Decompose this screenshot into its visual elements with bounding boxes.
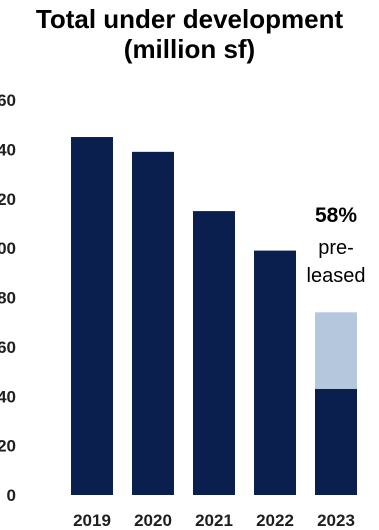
y-tick-label: 140 <box>0 140 16 159</box>
y-tick-label: 0 <box>7 486 16 505</box>
y-tick-label: 100 <box>0 239 16 258</box>
y-tick-label: 60 <box>0 338 16 357</box>
x-tick-label: 2019 <box>73 511 111 530</box>
bar-primary <box>193 211 235 495</box>
y-tick-label: 20 <box>0 437 16 456</box>
annotation-text: pre- <box>318 237 354 259</box>
y-tick-label: 80 <box>0 289 16 308</box>
x-tick-label: 2020 <box>134 511 172 530</box>
annotation-percent: 58% <box>315 204 357 227</box>
y-tick-label: 40 <box>0 387 16 406</box>
annotation-text: leased <box>307 265 366 287</box>
bar-primary <box>132 151 174 495</box>
y-tick-label: 120 <box>0 190 16 209</box>
bar-primary <box>71 137 113 495</box>
x-tick-label: 2023 <box>317 511 355 530</box>
bar-primary <box>254 250 296 495</box>
x-tick-label: 2021 <box>195 511 233 530</box>
chart-title-line-1: Total under development <box>35 4 344 34</box>
chart-title-line-2: (million sf) <box>123 34 256 64</box>
bar-primary <box>315 388 357 495</box>
y-tick-label: 160 <box>0 91 16 110</box>
bar-secondary <box>315 312 357 389</box>
chart-title: Total under development (million sf) <box>0 4 379 64</box>
x-tick-label: 2022 <box>256 511 294 530</box>
